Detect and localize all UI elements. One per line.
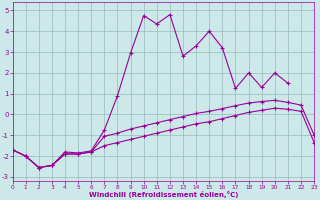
X-axis label: Windchill (Refroidissement éolien,°C): Windchill (Refroidissement éolien,°C) bbox=[89, 191, 238, 198]
